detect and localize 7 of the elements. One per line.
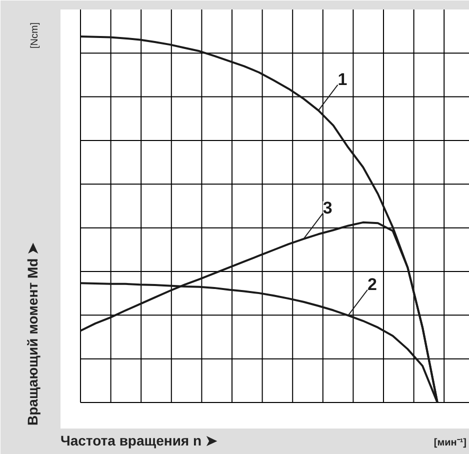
- text: [мин⁻¹]: [434, 438, 467, 448]
- text: [Ncm]: [30, 22, 40, 48]
- series-label: 3: [322, 198, 332, 218]
- series-label: 1: [338, 70, 348, 89]
- y-axis-title: Вращающий момент Md ➤: [24, 242, 40, 426]
- x-axis-title: Частота вращения n ➤: [60, 432, 218, 448]
- series-label: 2: [367, 274, 377, 294]
